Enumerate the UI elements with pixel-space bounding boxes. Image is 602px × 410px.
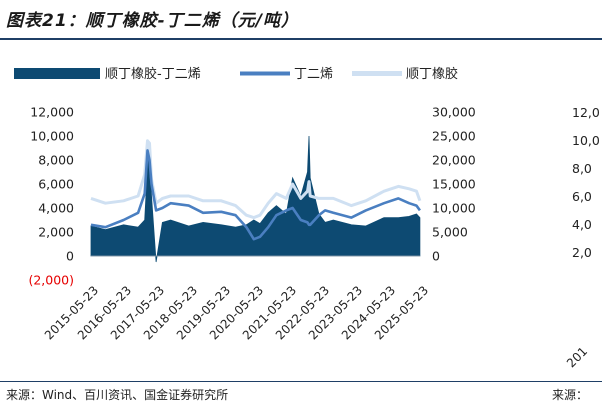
second-chart-partial: 12,0 10,0 8,0 6,0 4,0 2,0 201 <box>564 105 600 370</box>
right-tick-label: 0 <box>432 249 440 264</box>
chart-legend: 顺丁橡胶-丁二烯 丁二烯 顺丁橡胶 <box>14 66 458 82</box>
right-tick-label: 15,000 <box>432 177 476 192</box>
left-tick-label: 2,000 <box>38 225 74 240</box>
right-tick-label: 25,000 <box>432 129 476 144</box>
legend-swatch-spread <box>14 68 100 79</box>
title-divider <box>0 38 602 40</box>
second-chart-tick-label: 12,0 <box>572 105 600 120</box>
figure-title: 图表21：顺丁橡胶-丁二烯（元/吨） <box>6 11 299 31</box>
left-tick-label: 8,000 <box>38 153 74 168</box>
right-y-axis: 0 5,000 10,000 15,000 20,000 25,000 30,000 <box>432 105 476 264</box>
left-y-axis: (2,000) 0 2,000 4,000 6,000 8,000 10,000 12,000 <box>28 105 74 288</box>
second-chart-tick-label: 6,0 <box>572 189 592 204</box>
legend-label-spread: 顺丁橡胶-丁二烯 <box>105 66 201 82</box>
right-tick-label: 20,000 <box>432 153 476 168</box>
x-axis: 2015-05-232016-05-232017-05-232018-05-23… <box>42 283 431 342</box>
series-line-rubber <box>90 139 422 220</box>
left-tick-label: (2,000) <box>28 273 74 288</box>
plot-area <box>90 135 422 263</box>
right-tick-label: 30,000 <box>432 105 476 120</box>
second-chart-x-tick: 201 <box>564 344 590 370</box>
left-tick-label: 4,000 <box>38 201 74 216</box>
left-tick-label: 12,000 <box>30 105 74 120</box>
footer-divider <box>0 381 602 382</box>
source-note: 来源：Wind、百川资讯、国金证券研究所 <box>6 388 229 402</box>
source-note-right: 来源： <box>552 388 589 402</box>
chart-svg: 顺丁橡胶-丁二烯 丁二烯 顺丁橡胶 (2,000) 0 2,000 4,000 6,000 8… <box>14 66 600 370</box>
second-chart-tick-label: 8,0 <box>572 161 592 176</box>
right-tick-label: 10,000 <box>432 201 476 216</box>
left-tick-label: 6,000 <box>38 177 74 192</box>
second-chart-tick-label: 2,0 <box>572 245 592 260</box>
second-chart-tick-label: 10,0 <box>572 133 600 148</box>
series-line-butadiene <box>90 149 421 241</box>
right-tick-label: 5,000 <box>432 225 468 240</box>
left-tick-label: 10,000 <box>30 129 74 144</box>
legend-label-butadiene: 丁二烯 <box>294 67 333 82</box>
second-chart-tick-label: 4,0 <box>572 217 592 232</box>
legend-label-rubber: 顺丁橡胶 <box>406 66 458 82</box>
left-tick-label: 0 <box>66 249 74 264</box>
